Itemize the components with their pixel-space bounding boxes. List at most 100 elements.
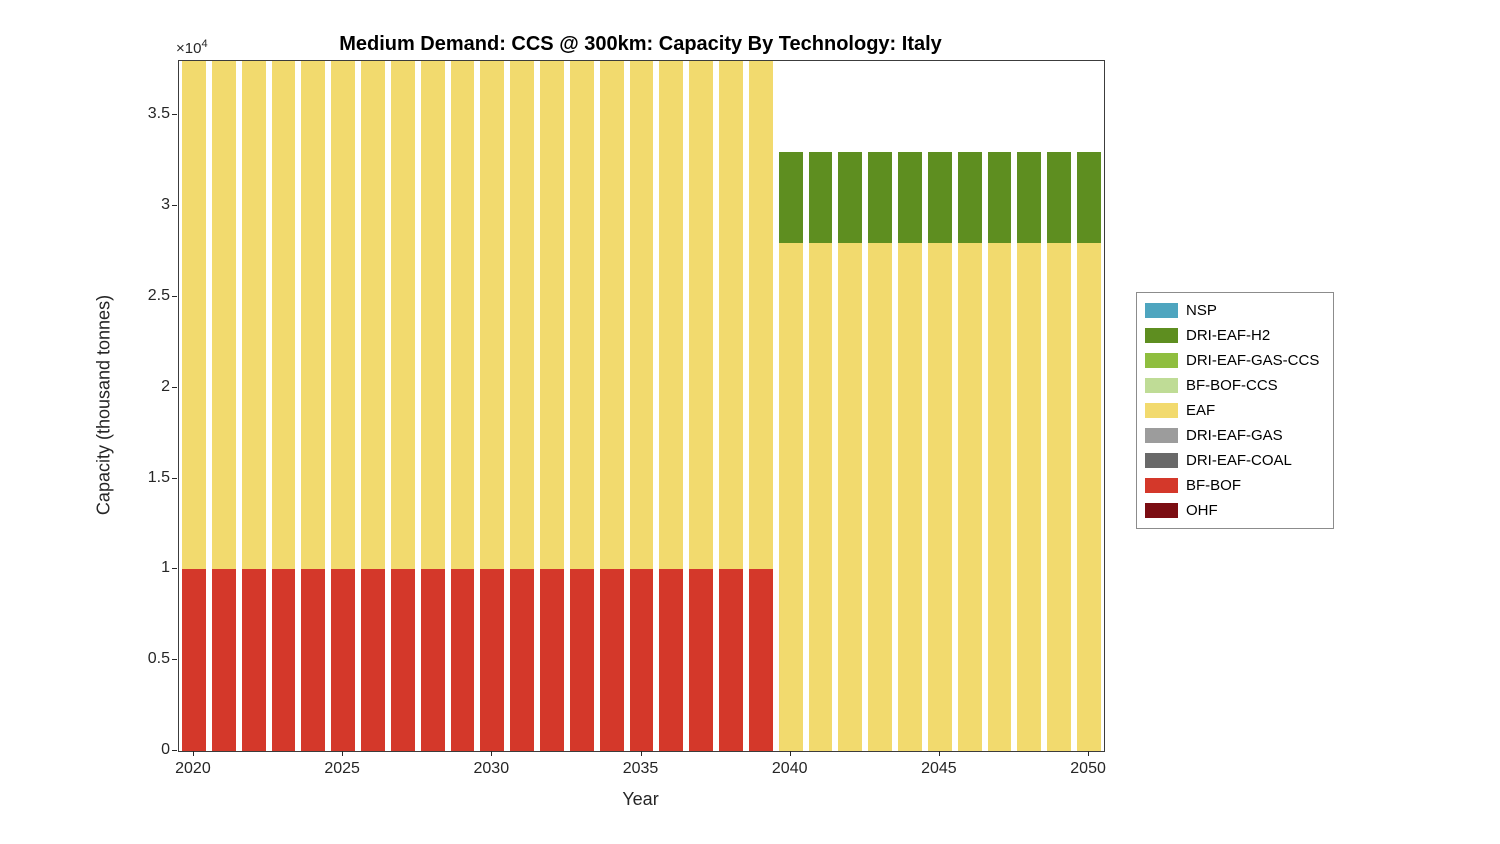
bar-segment-BF-BOF-2021	[211, 569, 236, 751]
bar-segment-EAF-2046	[957, 242, 982, 751]
y-tick-label: 3	[161, 196, 170, 214]
x-tick-label: 2040	[771, 760, 808, 777]
bar-segment-EAF-2040	[778, 242, 803, 751]
legend-label: BF-BOF-CCS	[1186, 377, 1278, 394]
legend-item-DRI-EAF-GAS: DRI-EAF-GAS	[1145, 423, 1319, 448]
x-tick-label: 2030	[473, 760, 510, 777]
legend: NSP DRI-EAF-H2 DRI-EAF-GAS-CCS BF-BOF-CCS EA…	[1136, 292, 1335, 529]
bar-segment-BF-BOF-2033	[569, 569, 594, 751]
bar-segment-EAF-2029	[450, 61, 475, 570]
bar-segment-BF-BOF-2036	[659, 569, 684, 751]
y-tick-mark	[172, 114, 177, 116]
bar-segment-DRI-EAF-H2-2048	[1017, 151, 1042, 243]
y-tick-label: 0	[161, 741, 170, 758]
bar-segment-DRI-EAF-H2-2043	[868, 151, 893, 243]
bar-segment-EAF-2038	[719, 61, 743, 570]
bar-segment-DRI-EAF-H2-2045	[927, 151, 952, 243]
bar-segment-BF-BOF-2029	[450, 569, 475, 751]
bar-segment-EAF-2045	[927, 242, 952, 751]
legend-item-BF-BOF: BF-BOF	[1145, 473, 1319, 498]
bar-segment-EAF-2020	[181, 61, 206, 570]
legend-swatch-NSP	[1145, 303, 1178, 318]
legend-item-BF-BOF-CCS: BF-BOF-CCS	[1145, 373, 1319, 398]
legend-label: EAF	[1186, 402, 1216, 419]
bar-segment-EAF-2050	[1077, 242, 1101, 751]
x-tick-mark	[789, 751, 791, 756]
legend-item-NSP: NSP	[1145, 298, 1319, 323]
bar-segment-EAF-2023	[271, 61, 296, 570]
legend-label: DRI-EAF-GAS	[1186, 427, 1283, 444]
legend-label: NSP	[1186, 302, 1217, 319]
y-axis-multiplier-base: ×10	[176, 40, 202, 57]
bar-segment-EAF-2035	[629, 61, 654, 570]
plot-area	[178, 60, 1105, 752]
bar-segment-EAF-2041	[808, 242, 833, 751]
bar-segment-DRI-EAF-H2-2041	[808, 151, 833, 243]
bar-segment-BF-BOF-2037	[689, 569, 714, 751]
legend-label: BF-BOF	[1186, 477, 1241, 494]
bar-segment-EAF-2030	[480, 61, 505, 570]
legend-swatch-OHF	[1145, 503, 1178, 518]
y-axis-multiplier: ×104	[176, 38, 208, 57]
y-tick-mark	[172, 205, 177, 207]
bar-segment-EAF-2048	[1017, 242, 1042, 751]
x-axis-label: Year	[622, 789, 659, 809]
bar-segment-EAF-2043	[868, 242, 893, 751]
legend-swatch-BF-BOF-CCS	[1145, 378, 1178, 393]
legend-swatch-DRI-EAF-GAS	[1145, 428, 1178, 443]
x-tick-mark	[192, 751, 194, 756]
bar-segment-EAF-2042	[838, 242, 863, 751]
legend-item-OHF: OHF	[1145, 498, 1319, 523]
y-tick-label: 1	[161, 559, 170, 577]
x-tick-label: 2025	[324, 760, 360, 777]
legend-label: OHF	[1186, 502, 1218, 519]
bar-segment-EAF-2028	[420, 61, 445, 570]
x-tick-mark	[491, 751, 493, 756]
y-tick-mark	[172, 296, 177, 298]
bar-segment-BF-BOF-2024	[301, 569, 326, 751]
bar-segment-EAF-2047	[987, 242, 1012, 751]
x-tick-mark	[342, 751, 344, 756]
bar-segment-EAF-2022	[241, 61, 266, 570]
bar-segment-BF-BOF-2023	[271, 569, 296, 751]
bar-segment-EAF-2037	[689, 61, 714, 570]
bar-segment-DRI-EAF-H2-2044	[898, 151, 922, 243]
legend-label: DRI-EAF-COAL	[1186, 452, 1292, 469]
bar-segment-EAF-2036	[659, 61, 684, 570]
legend-label: DRI-EAF-H2	[1186, 327, 1271, 344]
bar-segment-BF-BOF-2039	[748, 569, 773, 751]
plot-wrapper: 2020 2025 2030 2035 2040 2045 2050 0 0.5 1 1.5 2 2.5…	[148, 60, 1106, 777]
bar-segment-EAF-2024	[301, 61, 326, 570]
y-tick-mark	[172, 750, 177, 751]
legend-swatch-DRI-EAF-GAS-CCS	[1145, 353, 1178, 368]
y-tick-label: 3.5	[147, 105, 170, 123]
y-tick-label: 0.5	[147, 650, 170, 668]
bar-segment-EAF-2049	[1047, 242, 1072, 751]
x-tick-mark	[1088, 751, 1090, 756]
legend-item-DRI-EAF-H2: DRI-EAF-H2	[1145, 323, 1319, 348]
bar-segment-EAF-2031	[510, 61, 535, 570]
chart-title: Medium Demand: CCS @ 300km: Capacity By …	[339, 33, 942, 55]
bar-segment-BF-BOF-2022	[241, 569, 266, 751]
y-tick-mark	[172, 568, 177, 570]
bar-segment-EAF-2025	[331, 61, 356, 570]
y-axis-label: Capacity (thousand tonnes)	[93, 294, 114, 516]
bar-segment-BF-BOF-2038	[719, 569, 743, 751]
bar-segment-DRI-EAF-H2-2042	[838, 151, 863, 243]
bar-segment-EAF-2033	[569, 61, 594, 570]
x-tick-mark	[938, 751, 940, 756]
y-tick-label: 1.5	[147, 468, 170, 486]
bar-segment-BF-BOF-2034	[599, 569, 624, 751]
bar-segment-DRI-EAF-H2-2047	[987, 151, 1012, 243]
bar-segment-EAF-2034	[599, 61, 624, 570]
bar-segment-DRI-EAF-H2-2050	[1077, 151, 1101, 243]
legend-item-DRI-EAF-COAL: DRI-EAF-COAL	[1145, 448, 1319, 473]
legend-swatch-EAF	[1145, 403, 1178, 418]
x-tick-label: 2050	[1070, 760, 1106, 777]
legend-swatch-DRI-EAF-H2	[1145, 328, 1178, 343]
y-tick-mark	[172, 386, 177, 388]
x-tick-mark	[640, 751, 642, 756]
legend-swatch-DRI-EAF-COAL	[1145, 453, 1178, 468]
bar-segment-EAF-2027	[390, 61, 415, 570]
bar-segment-BF-BOF-2030	[480, 569, 505, 751]
